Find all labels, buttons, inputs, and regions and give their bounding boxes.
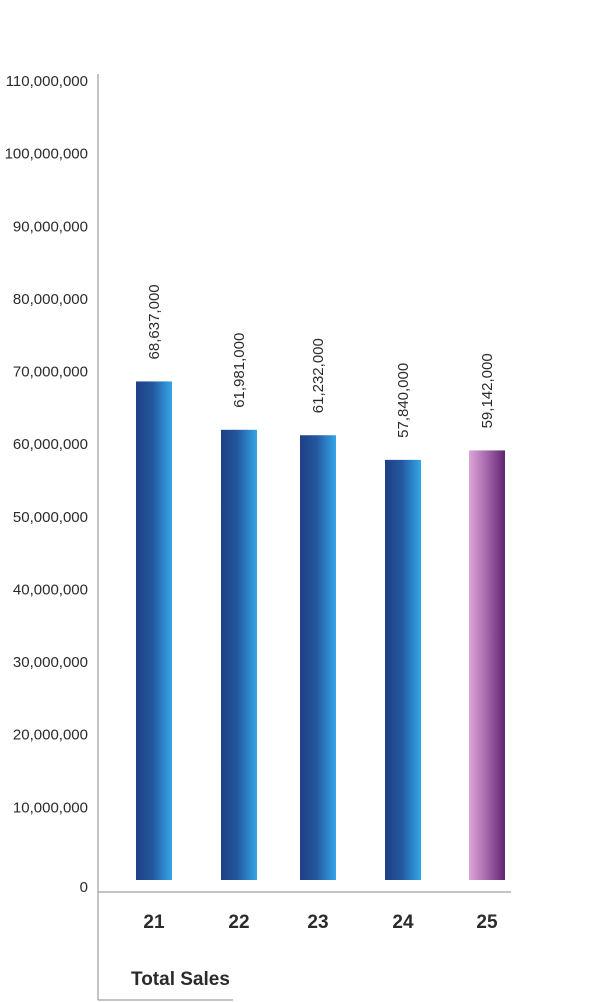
footer: Total Sales (98, 969, 233, 1001)
y-tick-label: 70,000,000 (13, 364, 88, 381)
bars (136, 381, 505, 880)
y-tick-label: 80,000,000 (13, 291, 88, 308)
data-label: 61,981,000 (231, 333, 248, 408)
bar (300, 435, 336, 880)
x-tick-labels: 21 22 23 24 25 (143, 912, 498, 933)
data-labels: 68,637,000 61,981,000 61,232,000 57,840,000… (146, 284, 496, 438)
x-tick-label: 22 (228, 912, 249, 933)
y-tick-label: 60,000,000 (13, 436, 88, 453)
y-tick-label: 100,000,000 (5, 146, 88, 163)
bar (469, 450, 505, 880)
y-tick-label: 110,000,000 (6, 73, 88, 90)
y-tick-label: 40,000,000 (13, 581, 88, 598)
data-label: 57,840,000 (395, 363, 412, 438)
y-tick-label: 30,000,000 (13, 654, 88, 671)
data-label: 59,142,000 (479, 353, 496, 428)
data-label: 61,232,000 (310, 338, 327, 413)
x-tick-label: 25 (476, 912, 498, 933)
x-tick-label: 21 (143, 912, 165, 933)
footer-label: Total Sales (131, 969, 230, 990)
y-tick-label: 50,000,000 (13, 509, 88, 526)
y-tick-label: 10,000,000 (13, 799, 88, 816)
x-tick-label: 24 (392, 912, 414, 933)
y-tick-label: 20,000,000 (13, 727, 88, 744)
x-tick-label: 23 (307, 912, 328, 933)
bar (221, 429, 257, 880)
bar (136, 381, 172, 880)
bar (385, 459, 421, 880)
y-tick-labels: 0 10,000,000 20,000,000 30,000,000 40,000,00… (5, 73, 88, 896)
y-tick-label: 0 (80, 879, 88, 896)
y-tick-label: 90,000,000 (13, 218, 88, 235)
data-label: 68,637,000 (146, 284, 163, 359)
